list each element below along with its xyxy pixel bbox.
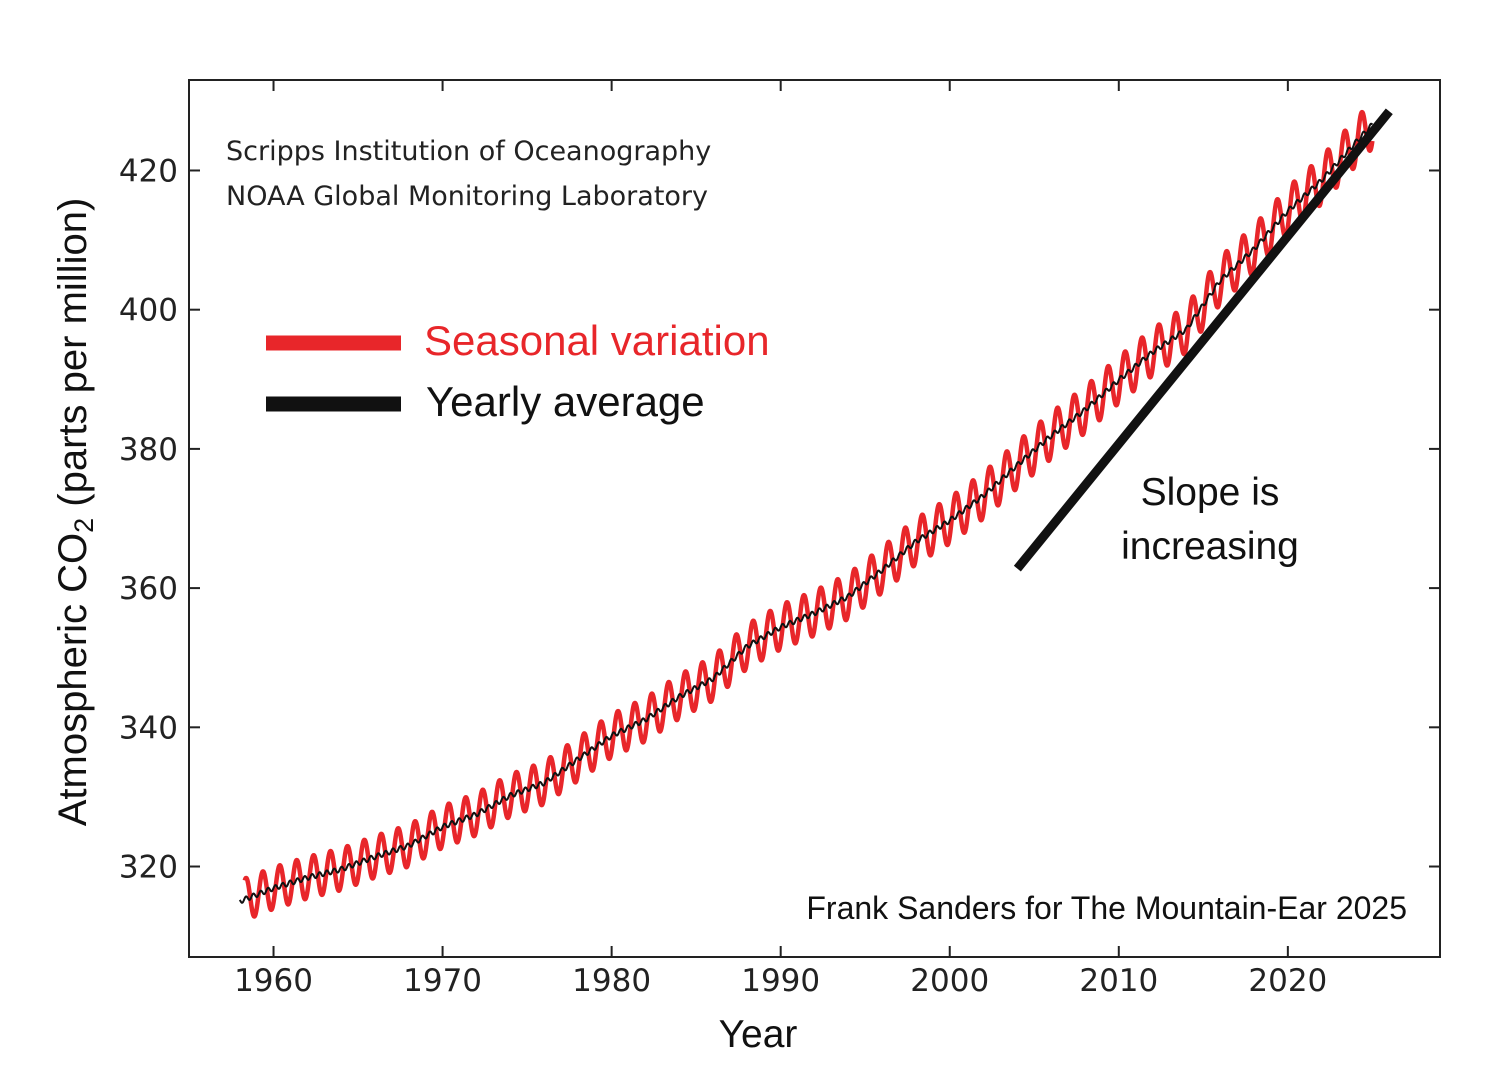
legend: Seasonal variation Yearly average [266, 317, 770, 425]
source-line-2: NOAA Global Monitoring Laboratory [226, 181, 708, 212]
y-axis-label-tail: (parts per million) [51, 198, 95, 518]
y-axis-label-subscript: 2 [69, 518, 99, 533]
y-axis-ticks: 320 340 360 380 400 420 [119, 153, 1440, 886]
yearly-average-line [238, 122, 1374, 904]
y-tick-label: 320 [119, 850, 178, 886]
legend-label-seasonal: Seasonal variation [424, 317, 770, 364]
plot-frame [188, 79, 1441, 958]
y-tick-label: 360 [119, 571, 178, 607]
x-tick-label: 2000 [910, 963, 989, 999]
series-layer [238, 109, 1375, 919]
y-tick-label: 400 [119, 293, 178, 329]
y-axis-label-main: Atmospheric CO [51, 533, 95, 826]
x-axis-ticks: 1960 1970 1980 1990 2000 2010 2020 [234, 80, 1327, 999]
y-tick-label: 420 [119, 153, 178, 189]
x-tick-label: 2010 [1079, 963, 1158, 999]
slope-tangent-line [1013, 108, 1393, 572]
x-tick-label: 2020 [1248, 963, 1327, 999]
x-axis-label: Year [719, 1013, 798, 1056]
x-tick-label: 1980 [572, 963, 651, 999]
seasonal-variation-line [242, 109, 1375, 919]
x-tick-label: 1970 [403, 963, 482, 999]
source-line-1: Scripps Institution of Oceanography [226, 136, 711, 167]
legend-label-yearly: Yearly average [426, 378, 705, 425]
slope-annotation-line-2: increasing [1121, 525, 1299, 568]
x-tick-label: 1960 [234, 963, 313, 999]
slope-annotation-line-1: Slope is [1141, 471, 1280, 514]
y-axis-label: Atmospheric CO2 (parts per million) [51, 198, 99, 827]
y-tick-label: 380 [119, 432, 178, 468]
x-tick-label: 1990 [741, 963, 820, 999]
y-tick-label: 340 [119, 710, 178, 746]
credit-text: Frank Sanders for The Mountain-Ear 2025 [806, 890, 1407, 926]
